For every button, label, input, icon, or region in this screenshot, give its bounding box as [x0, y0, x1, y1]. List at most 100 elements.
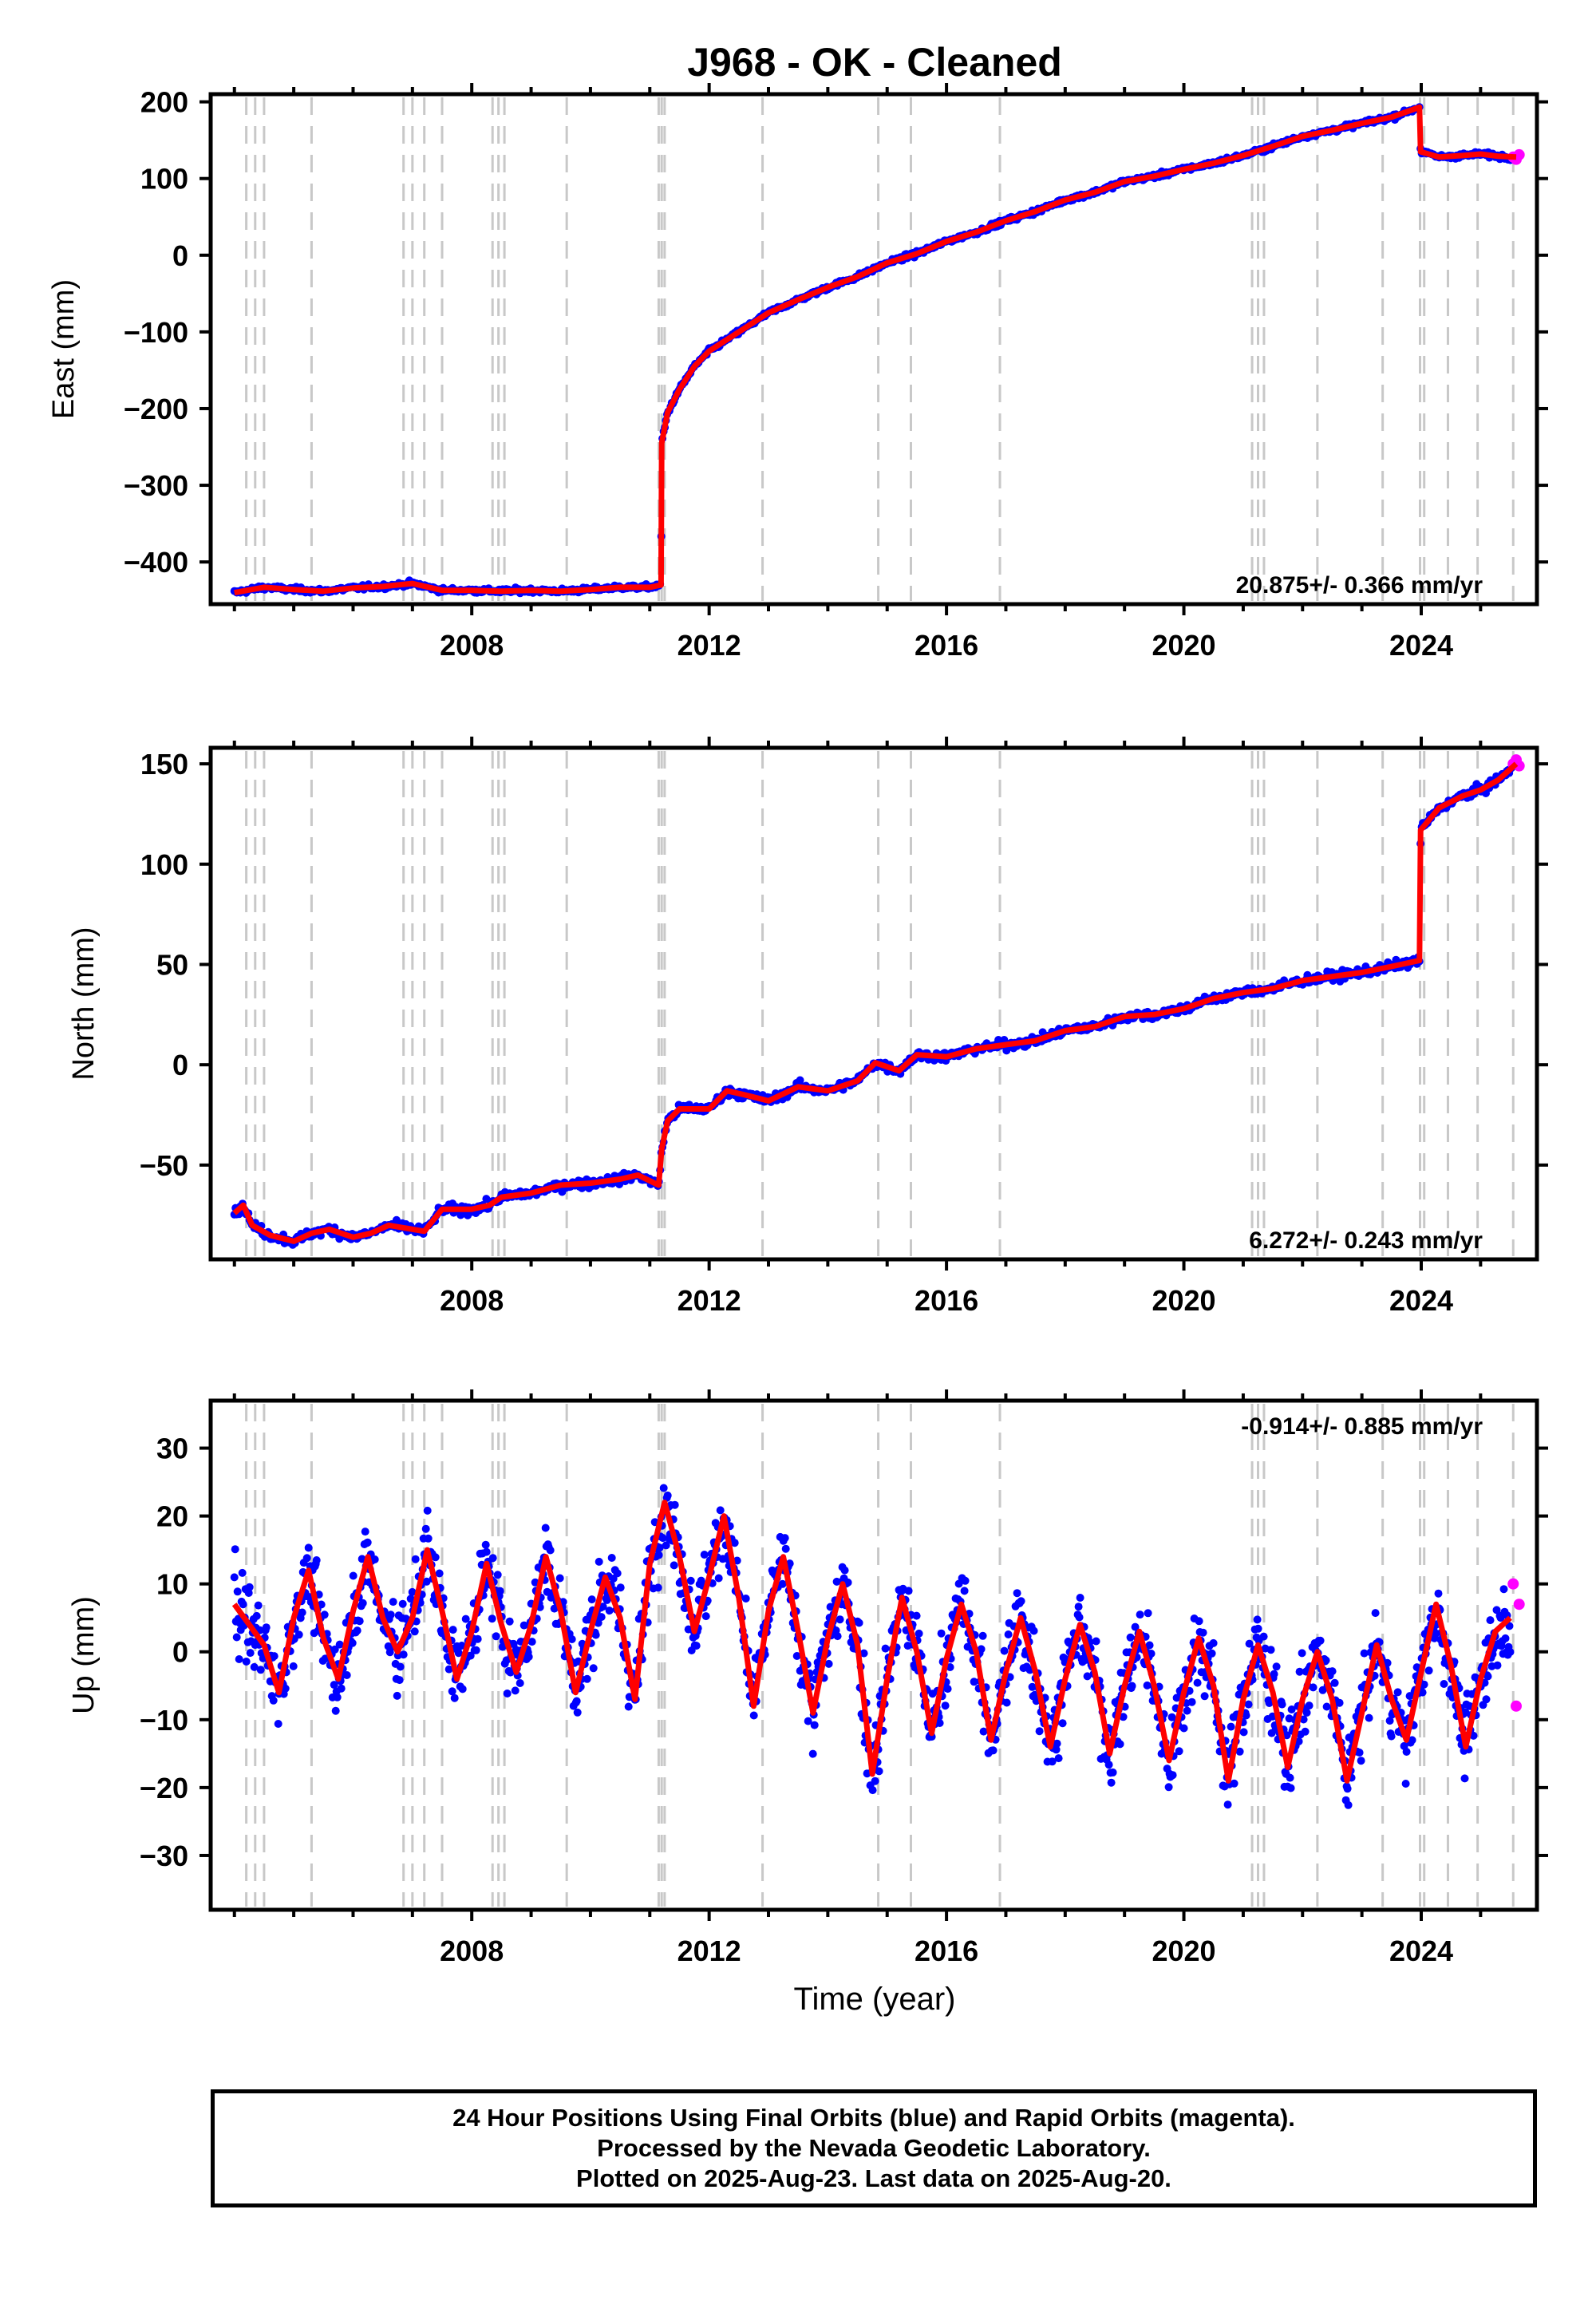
y-tick-label: −400: [124, 546, 188, 579]
data-point: [1499, 1585, 1508, 1594]
data-point: [358, 1599, 367, 1607]
data-point: [792, 1652, 801, 1660]
data-point: [871, 1777, 879, 1785]
y-tick-label: −300: [124, 469, 188, 502]
data-point: [1365, 1713, 1373, 1722]
data-point: [1193, 1678, 1202, 1687]
plot-frame: [208, 745, 1539, 1262]
rapid-point: [1513, 1599, 1525, 1611]
data-point: [1387, 1732, 1396, 1741]
data-point: [833, 1632, 842, 1641]
data-point: [1357, 1757, 1365, 1765]
data-point: [1013, 1589, 1021, 1598]
data-point: [1496, 1614, 1505, 1622]
data-point: [298, 1608, 306, 1617]
y-tick-label: −200: [124, 393, 188, 425]
y-tick-label: 20: [156, 1500, 188, 1533]
data-point: [808, 1749, 817, 1758]
data-point: [904, 1587, 913, 1595]
data-point: [1321, 1656, 1330, 1665]
rapid-point: [1510, 1700, 1522, 1712]
data-point: [587, 1595, 596, 1604]
data-point: [1004, 1630, 1013, 1638]
data-point: [597, 1613, 606, 1622]
data-point: [245, 1583, 254, 1591]
data-point: [1408, 1736, 1416, 1745]
data-point: [583, 1674, 591, 1683]
data-point: [1128, 1682, 1136, 1690]
data-point: [778, 1579, 787, 1588]
data-point: [977, 1645, 986, 1654]
data-point: [1092, 1637, 1100, 1646]
data-point: [1305, 1701, 1314, 1710]
data-point: [385, 1648, 394, 1657]
data-point: [239, 1600, 247, 1609]
model-line: [231, 1500, 1512, 1784]
data-point: [337, 1684, 346, 1693]
data-point: [342, 1671, 351, 1679]
data-point: [398, 1599, 407, 1608]
data-point: [238, 1568, 247, 1577]
data-point: [386, 1611, 395, 1619]
data-point: [1501, 1634, 1510, 1642]
data-point: [232, 1633, 241, 1642]
data-point: [233, 1587, 242, 1596]
data-point: [804, 1717, 812, 1725]
data-point: [943, 1685, 952, 1694]
data-point: [422, 1577, 431, 1586]
data-point: [591, 1630, 600, 1639]
data-point: [1235, 1747, 1244, 1756]
data-point: [1278, 1700, 1286, 1709]
data-point: [1164, 1783, 1173, 1792]
data-point: [289, 1662, 298, 1670]
data-point: [361, 1528, 369, 1536]
data-point: [598, 1603, 607, 1611]
data-point: [1420, 1680, 1428, 1689]
x-tick-label: 2008: [440, 1935, 504, 1967]
data-point: [567, 1635, 576, 1643]
data-point: [511, 1686, 519, 1695]
data-point: [716, 1506, 725, 1515]
data-point: [881, 1644, 890, 1653]
data-point: [395, 1676, 404, 1685]
data-point: [406, 1595, 415, 1603]
data-point: [333, 1693, 342, 1701]
x-tick-label: 2024: [1389, 629, 1453, 662]
data-point: [616, 1583, 625, 1592]
y-tick-label: −10: [140, 1704, 188, 1737]
data-point: [937, 1629, 946, 1638]
data-point: [1259, 1632, 1268, 1641]
data-point: [832, 1577, 841, 1586]
data-point: [1207, 1649, 1216, 1658]
data-point: [1107, 1778, 1116, 1787]
data-point: [1286, 1773, 1294, 1782]
data-point: [393, 1691, 401, 1700]
data-point: [810, 1721, 819, 1729]
data-point: [1000, 1646, 1009, 1655]
data-point: [230, 1573, 239, 1582]
rate-label: 6.272+/- 0.243 mm/yr: [1249, 1227, 1483, 1254]
data-point: [355, 1617, 364, 1626]
data-point: [1143, 1681, 1152, 1690]
x-tick-label: 2016: [915, 1935, 978, 1967]
rate-label: -0.914+/- 0.885 mm/yr: [1241, 1413, 1483, 1440]
data-point: [488, 1614, 496, 1623]
y-axis-label: East (mm): [47, 279, 81, 419]
data-point: [961, 1576, 970, 1585]
y-axis-label: Up (mm): [67, 1596, 101, 1714]
data-point: [605, 1607, 614, 1615]
plot-frame: [208, 1398, 1539, 1912]
data-point: [1294, 1737, 1303, 1745]
x-tick-label: 2020: [1152, 1284, 1215, 1317]
data-point: [370, 1555, 379, 1563]
data-point: [701, 1612, 710, 1621]
data-point: [1002, 1698, 1011, 1707]
data-point: [1322, 1702, 1331, 1711]
data-point: [349, 1571, 358, 1580]
data-point: [989, 1746, 998, 1755]
x-tick-label: 2008: [440, 1284, 504, 1317]
data-point: [686, 1576, 695, 1585]
data-point: [1168, 1771, 1177, 1780]
panel-north: −50 0 50 100 150 2008 2012 2016 2020 2024 North (…: [67, 737, 1548, 1317]
panel-up: −30 −20 −10 0 10 20 30 2008 2012 2016 2020 2024 Up …: [67, 1389, 1548, 1967]
